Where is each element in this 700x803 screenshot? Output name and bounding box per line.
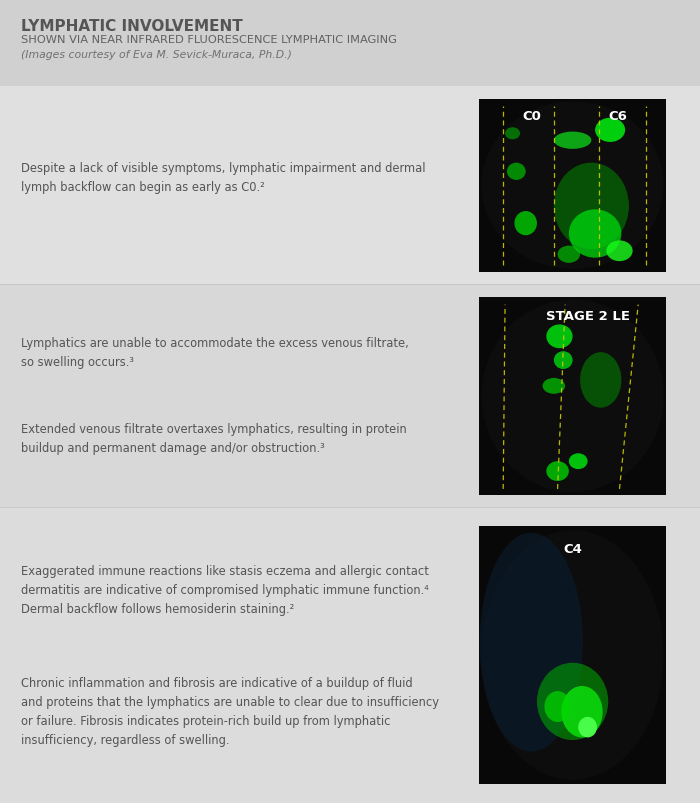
Ellipse shape (554, 132, 592, 149)
Ellipse shape (505, 128, 520, 141)
FancyBboxPatch shape (0, 285, 700, 507)
FancyBboxPatch shape (0, 0, 700, 87)
Ellipse shape (480, 533, 583, 752)
Ellipse shape (546, 325, 573, 349)
Ellipse shape (507, 164, 526, 181)
Text: STAGE 2 LE: STAGE 2 LE (545, 309, 629, 322)
FancyBboxPatch shape (0, 87, 700, 285)
FancyBboxPatch shape (479, 527, 666, 784)
Text: C0: C0 (522, 110, 541, 123)
Ellipse shape (569, 210, 622, 259)
Ellipse shape (578, 717, 597, 737)
Ellipse shape (558, 247, 580, 263)
Ellipse shape (482, 102, 664, 270)
FancyBboxPatch shape (0, 507, 700, 803)
Ellipse shape (545, 691, 570, 722)
Ellipse shape (554, 164, 629, 250)
Ellipse shape (561, 686, 603, 737)
Text: LYMPHATIC INVOLVEMENT: LYMPHATIC INVOLVEMENT (21, 19, 243, 35)
Ellipse shape (606, 241, 633, 262)
Ellipse shape (554, 352, 573, 369)
FancyBboxPatch shape (479, 100, 666, 272)
Text: Extended venous filtrate overtaxes lymphatics, resulting in protein
buildup and : Extended venous filtrate overtaxes lymph… (21, 422, 407, 454)
Text: Chronic inflammation and fibrosis are indicative of a buildup of fluid
and prote: Chronic inflammation and fibrosis are in… (21, 676, 439, 747)
Text: Lymphatics are unable to accommodate the excess venous filtrate,
so swelling occ: Lymphatics are unable to accommodate the… (21, 336, 409, 368)
Ellipse shape (546, 462, 569, 482)
Ellipse shape (580, 353, 622, 408)
Ellipse shape (482, 531, 664, 780)
Text: Despite a lack of visible symptoms, lymphatic impairment and dermal
lymph backfl: Despite a lack of visible symptoms, lymp… (21, 162, 426, 194)
Text: C4: C4 (564, 542, 582, 555)
Text: Exaggerated immune reactions like stasis eczema and allergic contact
dermatitis : Exaggerated immune reactions like stasis… (21, 564, 429, 615)
Text: (Images courtesy of Eva M. Sevick-Muraca, Ph.D.): (Images courtesy of Eva M. Sevick-Muraca… (21, 50, 292, 59)
FancyBboxPatch shape (479, 297, 666, 495)
Ellipse shape (595, 119, 625, 143)
Ellipse shape (542, 378, 565, 394)
Ellipse shape (514, 212, 537, 236)
Text: C6: C6 (608, 110, 627, 123)
Ellipse shape (569, 454, 587, 470)
Text: SHOWN VIA NEAR INFRARED FLUORESCENCE LYMPHATIC IMAGING: SHOWN VIA NEAR INFRARED FLUORESCENCE LYM… (21, 35, 397, 44)
Ellipse shape (482, 300, 664, 492)
Ellipse shape (537, 663, 608, 740)
